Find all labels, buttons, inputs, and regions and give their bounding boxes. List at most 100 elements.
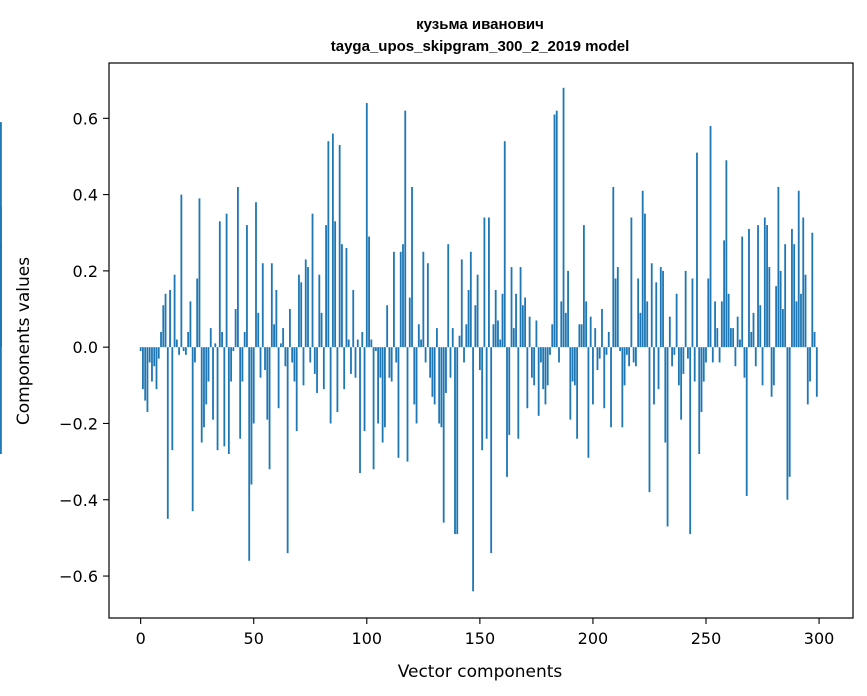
bar-296 <box>809 347 811 382</box>
bar-207 <box>607 331 610 348</box>
bar-285 <box>784 244 787 348</box>
bar-192 <box>573 347 576 386</box>
bar-2 <box>144 347 147 401</box>
bar-179 <box>544 347 547 405</box>
bar-12 <box>166 347 169 519</box>
bar-24 <box>194 347 196 363</box>
bar-163 <box>508 347 511 435</box>
bar-11 <box>164 293 167 348</box>
bar-269 <box>748 228 750 348</box>
bar-127 <box>426 263 429 348</box>
bar-235 <box>671 347 673 367</box>
bar-137 <box>449 347 452 378</box>
bar-173 <box>530 347 533 378</box>
bar-190 <box>569 347 572 420</box>
bar-138 <box>451 328 454 348</box>
bar-170 <box>524 297 526 348</box>
bar-undefined <box>0 206 2 348</box>
bar-159 <box>499 339 502 348</box>
bar-83 <box>327 141 330 348</box>
bar-223 <box>644 213 646 348</box>
bar-90 <box>343 347 346 390</box>
bar-275 <box>761 347 764 386</box>
bar-99 <box>363 347 366 432</box>
bar-203 <box>598 347 601 359</box>
bar-273 <box>757 225 759 348</box>
bar-271 <box>752 312 755 348</box>
bar-116 <box>402 244 404 348</box>
bar-41 <box>232 347 235 351</box>
y-tick-label: 0.2 <box>73 262 98 281</box>
bar-265 <box>739 339 741 348</box>
x-axis-label: Vector components <box>398 662 563 682</box>
bar-293 <box>802 217 805 348</box>
bar-249 <box>702 347 705 382</box>
bar-247 <box>698 347 701 454</box>
bar-25 <box>196 278 199 348</box>
bar-144 <box>465 324 468 348</box>
bar-176 <box>537 347 540 416</box>
bar-110 <box>388 347 391 378</box>
y-tick-label: 0.4 <box>73 186 98 205</box>
bar-45 <box>241 347 244 382</box>
bar-122 <box>415 347 418 424</box>
bar-72 <box>302 347 305 386</box>
bar-171 <box>526 347 529 409</box>
bar-233 <box>666 347 669 527</box>
bar-154 <box>488 217 490 348</box>
y-tick-label: −0.4 <box>59 491 98 510</box>
bar-79 <box>318 274 321 348</box>
x-tick-label: 50 <box>244 629 264 648</box>
bar-1 <box>142 347 144 390</box>
bar-238 <box>677 347 680 386</box>
bar-218 <box>632 347 635 363</box>
bar-228 <box>655 282 658 348</box>
bar-70 <box>298 274 300 348</box>
bar-16 <box>175 339 178 348</box>
bar-114 <box>397 347 400 458</box>
bar-146 <box>469 251 472 348</box>
bar-208 <box>610 347 612 428</box>
y-axis-ticks: −0.6 −0.4 −0.2 0.0 0.2 0.4 0.6 <box>59 109 109 586</box>
bar-246 <box>696 152 698 348</box>
bar-165 <box>512 328 515 348</box>
bar-23 <box>191 347 194 512</box>
bar-242 <box>687 347 689 359</box>
bar-43 <box>237 186 239 348</box>
bar-78 <box>316 347 318 393</box>
bar-248 <box>700 347 703 413</box>
bar-222 <box>641 190 644 348</box>
bar-40 <box>230 347 233 382</box>
bar-258 <box>723 240 726 348</box>
bar-291 <box>797 190 800 348</box>
bar-100 <box>365 103 368 348</box>
bar-169 <box>521 305 524 348</box>
bar-108 <box>383 347 386 428</box>
bar-125 <box>422 251 425 348</box>
bar-264 <box>736 316 739 348</box>
bar-206 <box>605 347 608 355</box>
bar-30 <box>207 347 210 382</box>
y-tick-label: −0.6 <box>59 567 98 586</box>
bar-211 <box>616 267 619 348</box>
bar-148 <box>474 305 477 348</box>
bar-225 <box>648 347 651 493</box>
plot-area-frame <box>108 62 854 619</box>
bar-209 <box>612 186 615 348</box>
bar-183 <box>553 114 556 348</box>
bar-157 <box>494 289 497 348</box>
bar-298 <box>813 331 816 348</box>
bar-8 <box>157 347 160 359</box>
bar-91 <box>345 248 348 348</box>
chart-subtitle: tayga_upos_skipgram_300_2_2019 model <box>331 38 630 55</box>
bar-178 <box>542 347 545 390</box>
bar-143 <box>463 347 465 363</box>
bars-group <box>0 87 818 592</box>
bar-48 <box>248 347 251 561</box>
x-axis-ticks: 0 50 100 150 200 250 300 <box>136 618 834 648</box>
bar-35 <box>218 221 221 348</box>
bar-46 <box>243 331 246 348</box>
bar-260 <box>727 293 730 348</box>
bar-276 <box>763 217 766 348</box>
bar-67 <box>291 347 294 363</box>
